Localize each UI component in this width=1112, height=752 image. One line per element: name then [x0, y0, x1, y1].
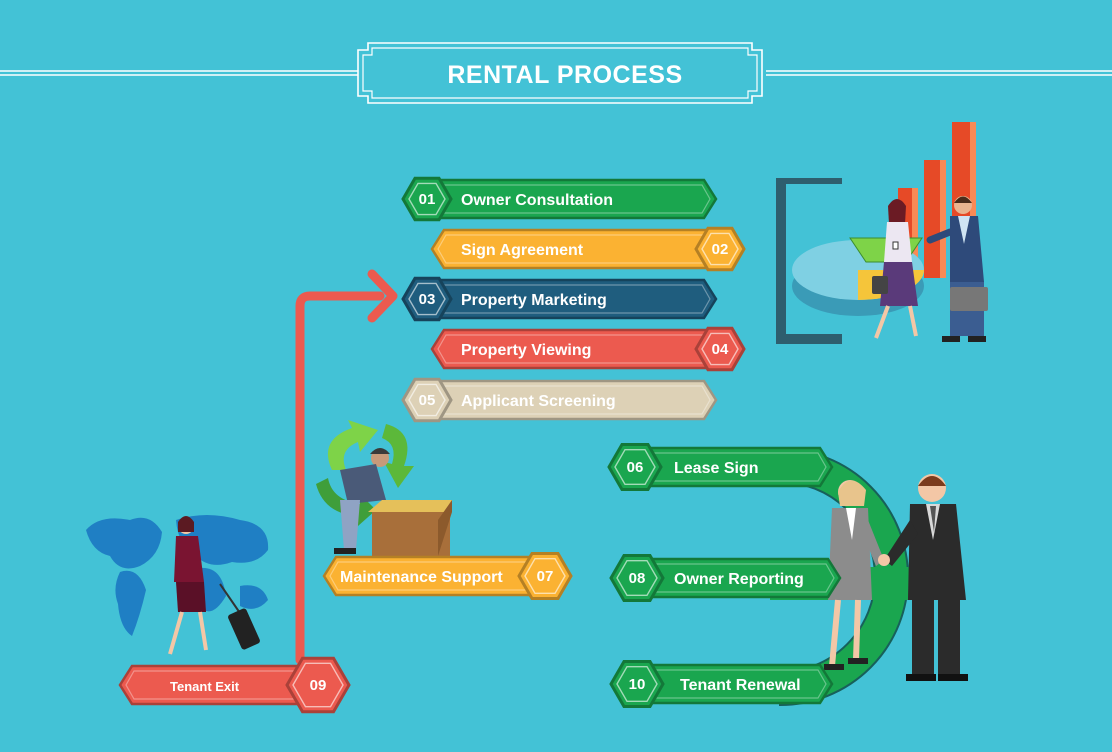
- step-banner: [118, 664, 320, 706]
- step-label: Lease Sign: [674, 460, 758, 477]
- step-number: 06: [627, 459, 644, 476]
- step-09: 09 Tenant Exit: [118, 656, 351, 714]
- handshake-illustration: [824, 474, 968, 681]
- page-title: RENTAL PROCESS: [447, 61, 683, 89]
- step-06: 06 Lease Sign: [607, 443, 834, 491]
- step-number-badge-inner: [701, 232, 739, 266]
- step-number-badge-inner: [616, 560, 658, 596]
- step-banner-inner: [437, 334, 713, 364]
- step-number-badge-inner: [616, 666, 658, 702]
- step-number-badge-inner: [408, 383, 446, 417]
- step-label: Tenant Exit: [170, 679, 240, 694]
- step-04: 04 Property Viewing: [430, 326, 746, 372]
- step-number: 04: [712, 341, 729, 358]
- step-number-badge-inner: [524, 558, 566, 594]
- step-number: 02: [712, 241, 729, 258]
- step-03: 03 Property Marketing: [401, 276, 718, 322]
- title-banner: [0, 42, 1112, 104]
- step-number: 07: [537, 568, 554, 585]
- step-label: Sign Agreement: [461, 242, 584, 259]
- step-banner-inner: [329, 561, 545, 591]
- step-number: 10: [629, 676, 646, 693]
- step-08: 08 Owner Reporting: [609, 554, 842, 602]
- step-07: 07 Maintenance Support: [322, 552, 573, 600]
- business-chart-illustration: [776, 122, 988, 344]
- step-02: 02 Sign Agreement: [430, 226, 746, 272]
- step-number-badge: [285, 656, 351, 714]
- step-banner: [430, 328, 718, 370]
- step-label: Maintenance Support: [340, 569, 503, 586]
- step-number: 09: [310, 677, 327, 694]
- step-label: Tenant Renewal: [680, 677, 801, 694]
- step-banner: [322, 555, 550, 597]
- flow-arrow: [295, 269, 398, 665]
- step-01: 01 Owner Consultation: [401, 176, 718, 222]
- step-number: 08: [629, 570, 646, 587]
- recycling-worker-illustration: [316, 420, 452, 556]
- step-banner: [430, 228, 718, 270]
- step-label: Applicant Screening: [461, 393, 616, 410]
- step-number-badge-inner: [408, 282, 446, 316]
- step-number-badge-inner: [614, 449, 656, 485]
- step-banner-inner: [437, 234, 713, 264]
- step-05: 05 Applicant Screening: [401, 377, 718, 423]
- step-number-badge-inner: [292, 662, 344, 708]
- step-10: 10 Tenant Renewal: [609, 660, 834, 708]
- step-label: Owner Consultation: [461, 192, 613, 209]
- step-number: 01: [419, 191, 436, 208]
- step-banner-inner: [125, 670, 315, 700]
- step-number-badge-inner: [408, 182, 446, 216]
- step-number: 03: [419, 291, 436, 308]
- step-label: Property Viewing: [461, 342, 591, 359]
- step-number-badge-inner: [701, 332, 739, 366]
- world-map-illustration: [86, 515, 269, 655]
- step-label: Owner Reporting: [674, 571, 804, 588]
- step-label: Property Marketing: [461, 292, 607, 309]
- steps-layer: 01 Owner Consultation 02 Sign Agreement 03 Pr…: [118, 176, 842, 714]
- step-number: 05: [419, 392, 436, 409]
